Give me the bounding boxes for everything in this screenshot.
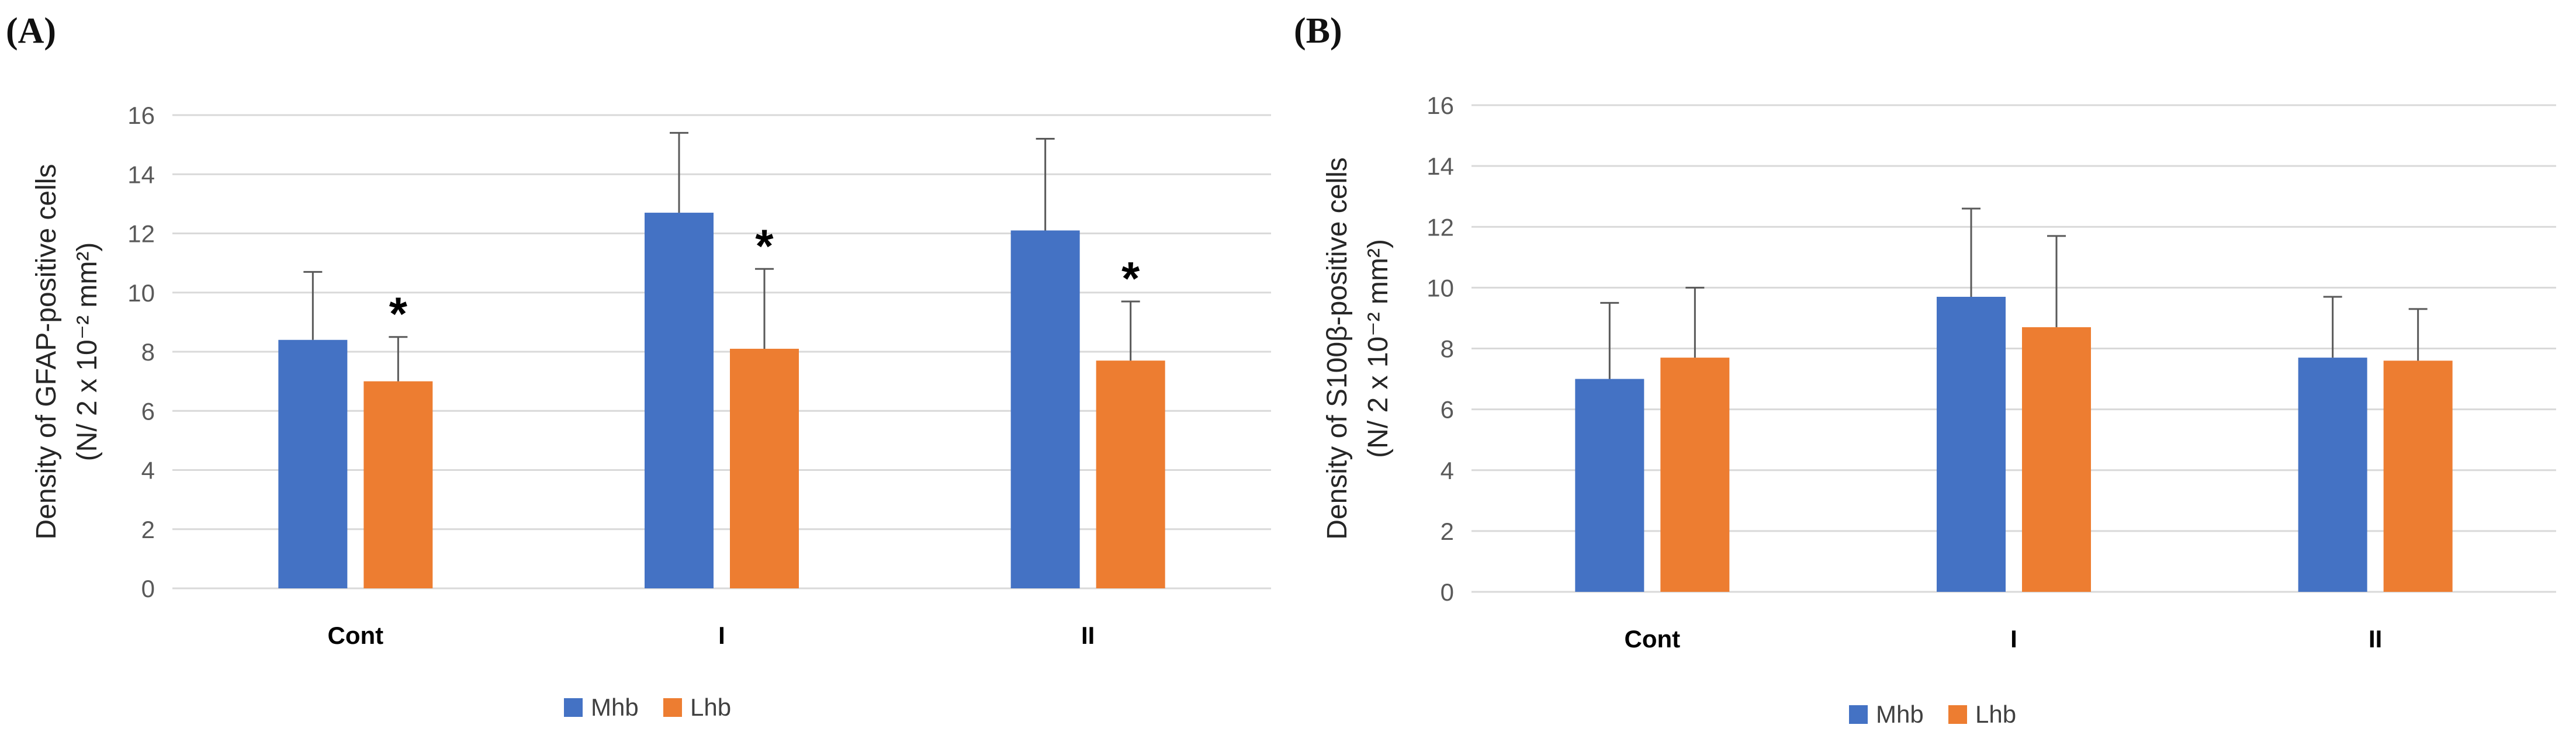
y-axis-label: Density of S100β-positive cells: [1322, 157, 1353, 540]
legend-swatch-lhb: [1948, 705, 1967, 724]
bar-mhb-ii: [1010, 230, 1080, 588]
significance-marker: *: [389, 288, 408, 340]
panel-label-a: (A): [6, 11, 57, 51]
y-tick-label: 16: [127, 102, 155, 129]
y-tick-label: 6: [1441, 396, 1454, 424]
y-tick-label: 4: [141, 457, 155, 484]
legend-label-lhb: Lhb: [690, 694, 731, 721]
legend-label-mhb: Mhb: [591, 694, 639, 721]
x-category-label: I: [718, 622, 725, 649]
s100b-chart: 0 2 4 6 8 10 12 14 16 Density of S100β-positive c…: [1322, 92, 2556, 728]
y-axis-unit-label: (N/ 2 x 10⁻² mm²): [1363, 239, 1394, 458]
legend-swatch-mhb: [1849, 705, 1868, 724]
y-tick-label: 12: [1427, 213, 1454, 241]
bar-lhb-ii: [1096, 360, 1165, 588]
gfap-chart: 0 2 4 6 8 10 12 14 16 Density of GFAP-positive ce…: [31, 102, 1271, 721]
y-tick-label: 12: [127, 220, 155, 248]
bar-mhb-i: [1937, 296, 2006, 592]
y-tick-label: 2: [1441, 518, 1454, 545]
y-tick-label: 0: [1441, 578, 1454, 606]
y-tick-label: 16: [1427, 92, 1454, 119]
y-tick-label: 8: [141, 338, 155, 366]
y-axis-label: Density of GFAP-positive cells: [31, 164, 62, 540]
y-tick-label: 4: [1441, 457, 1454, 484]
y-tick-label: 14: [127, 161, 155, 188]
y-tick-label: 8: [1441, 335, 1454, 363]
panel-label-b: (B): [1294, 11, 1342, 51]
y-tick-label: 10: [1427, 274, 1454, 301]
bar-mhb-cont: [278, 339, 348, 588]
bar-lhb-cont: [1660, 358, 1730, 592]
bar-mhb-cont: [1575, 379, 1644, 592]
x-category-label: II: [2369, 625, 2382, 653]
legend-label-mhb: Mhb: [1876, 701, 1924, 728]
bar-mhb-i: [645, 213, 714, 588]
y-tick-label: 14: [1427, 152, 1454, 180]
x-category-label: II: [1081, 622, 1095, 649]
bar-mhb-ii: [2298, 358, 2367, 592]
y-tick-label: 6: [141, 397, 155, 425]
bar-lhb-i: [2022, 327, 2091, 592]
legend-label-lhb: Lhb: [1975, 701, 2016, 728]
x-category-label: I: [2010, 625, 2017, 653]
bar-lhb-i: [730, 348, 799, 588]
x-category-label: Cont: [328, 622, 384, 649]
legend-swatch-lhb: [663, 698, 682, 717]
chart-panel-a: (A) 0 2 4 6 8 10 12 14 16 Density of GFAP-positiv…: [6, 11, 1271, 721]
significance-marker: *: [1121, 252, 1140, 304]
y-tick-label: 2: [141, 516, 155, 543]
bar-lhb-cont: [363, 381, 433, 588]
y-tick-label: 10: [127, 279, 155, 307]
bar-lhb-ii: [2383, 360, 2453, 592]
y-axis-unit-label: (N/ 2 x 10⁻² mm²): [72, 242, 103, 462]
y-tick-label: 0: [141, 575, 155, 602]
x-category-label: Cont: [1625, 625, 1681, 653]
legend-swatch-mhb: [564, 698, 583, 717]
significance-marker: *: [755, 220, 774, 272]
chart-panel-b: (B) 0 2 4 6 8 10 12 14 16 Density of S100β-positi…: [1288, 0, 2576, 742]
